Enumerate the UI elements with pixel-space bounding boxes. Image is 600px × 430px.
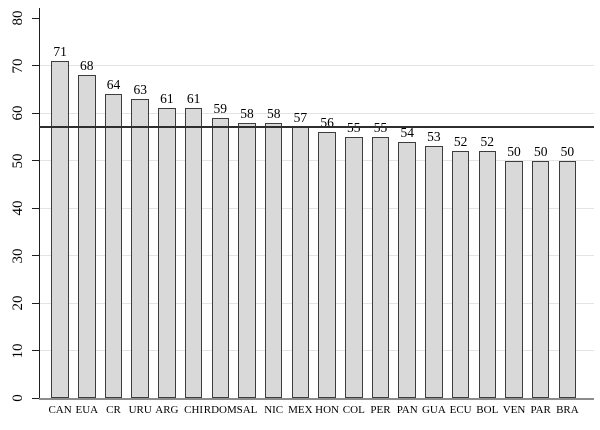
bar-value-label: 59 bbox=[213, 100, 228, 116]
y-tick-mark bbox=[31, 350, 39, 352]
x-tick-label: MEX bbox=[288, 404, 313, 416]
bar-value-label: 63 bbox=[133, 81, 147, 97]
y-tick-mark bbox=[31, 160, 39, 162]
gridline bbox=[40, 350, 594, 351]
y-tick-label: 10 bbox=[10, 343, 26, 358]
gridline bbox=[40, 160, 594, 161]
x-tick-label: BRA bbox=[556, 404, 579, 416]
x-tick-label: ECU bbox=[449, 404, 472, 416]
bar bbox=[371, 136, 390, 398]
y-tick-label: 0 bbox=[10, 394, 26, 402]
y-axis-line bbox=[38, 8, 40, 400]
gridline bbox=[40, 255, 594, 256]
gridline bbox=[40, 112, 594, 114]
bar-value-label: 57 bbox=[293, 110, 308, 126]
bar-value-label: 53 bbox=[427, 129, 441, 145]
x-tick-label: RDOM bbox=[203, 404, 237, 416]
y-tick-mark bbox=[31, 207, 39, 209]
bar-value-label: 58 bbox=[240, 105, 254, 121]
bar-value-label: 64 bbox=[106, 77, 121, 92]
x-tick-label: SAL bbox=[236, 404, 258, 416]
x-tick-label: PAR bbox=[530, 404, 551, 416]
bar-value-label: 61 bbox=[160, 91, 174, 107]
bar-value-label: 52 bbox=[453, 134, 468, 149]
x-tick-label: CR bbox=[106, 404, 121, 416]
bar bbox=[345, 136, 363, 398]
x-tick-label: HON bbox=[315, 404, 340, 416]
bar-value-label: 50 bbox=[507, 143, 521, 159]
bar-value-label: 56 bbox=[320, 115, 334, 130]
x-tick-label: VEN bbox=[502, 404, 526, 416]
x-tick-label: PAN bbox=[396, 404, 418, 416]
y-tick-label: 50 bbox=[10, 153, 26, 168]
x-tick-label: NIC bbox=[264, 404, 284, 416]
y-tick-mark bbox=[31, 65, 39, 67]
gridline bbox=[40, 207, 594, 209]
x-tick-label: COL bbox=[342, 404, 365, 416]
x-tick-label: GUA bbox=[421, 404, 446, 416]
bar bbox=[211, 117, 230, 398]
x-tick-label: BOL bbox=[476, 404, 499, 416]
bar-value-label: 61 bbox=[186, 91, 201, 107]
bar bbox=[131, 98, 149, 398]
y-tick-mark bbox=[31, 255, 39, 257]
y-tick-label: 60 bbox=[10, 105, 26, 121]
gridline bbox=[40, 65, 594, 66]
y-tick-label: 80 bbox=[10, 10, 26, 26]
bar-value-label: 58 bbox=[266, 105, 281, 121]
y-tick-mark bbox=[31, 17, 39, 19]
bar-value-label: 52 bbox=[480, 134, 495, 149]
x-tick-label: EUA bbox=[75, 404, 99, 416]
y-tick-label: 30 bbox=[10, 248, 26, 263]
y-tick-label: 70 bbox=[10, 58, 26, 73]
x-tick-label: PER bbox=[370, 404, 391, 416]
bar-value-label: 50 bbox=[560, 143, 575, 159]
reference-line bbox=[38, 126, 594, 129]
y-tick-mark bbox=[31, 302, 39, 304]
y-tick-label: 40 bbox=[10, 200, 26, 216]
x-tick-label: CAN bbox=[48, 404, 72, 416]
x-tick-label: CHI bbox=[184, 404, 204, 416]
x-tick-label: ARG bbox=[155, 404, 179, 416]
y-tick-mark bbox=[31, 112, 39, 114]
bar-value-label: 50 bbox=[533, 143, 548, 159]
bar-value-label: 71 bbox=[53, 43, 67, 59]
y-tick-label: 20 bbox=[10, 295, 26, 311]
gridline bbox=[40, 302, 594, 304]
bar-value-label: 68 bbox=[80, 58, 94, 73]
bar bbox=[51, 60, 69, 398]
y-tick-mark bbox=[31, 397, 39, 399]
x-tick-label: URU bbox=[128, 404, 152, 416]
bar-value-label: 54 bbox=[400, 124, 414, 140]
x-axis-line bbox=[38, 397, 594, 400]
